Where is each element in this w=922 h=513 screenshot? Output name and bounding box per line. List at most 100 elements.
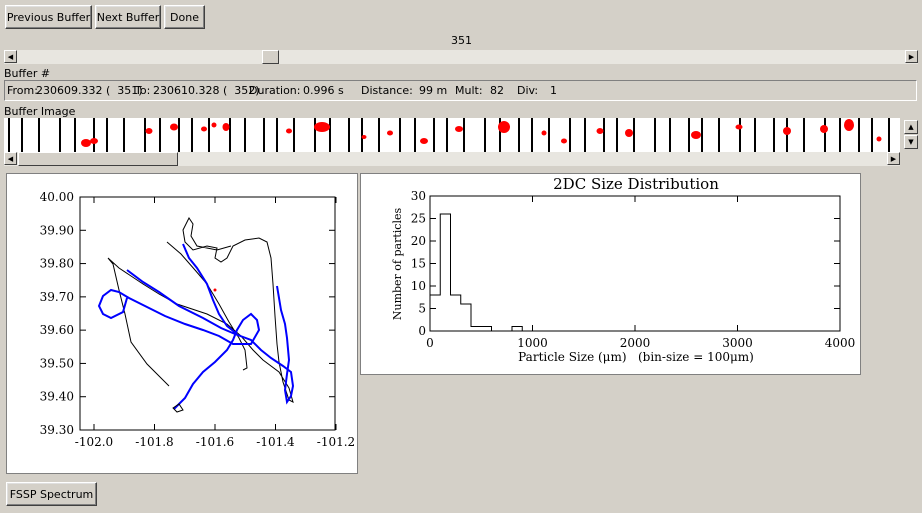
particle-image (387, 130, 393, 136)
track-x-tick-label: -101.2 (317, 435, 355, 449)
buffer-frame-separator (839, 118, 841, 152)
chart-title: 2DC Size Distribution (553, 175, 719, 193)
buffer-frame-separator (518, 118, 520, 152)
buffer-frame-separator (858, 118, 860, 152)
buffer-frame-separator (59, 118, 61, 152)
track-y-tick-label: 40.00 (40, 190, 74, 204)
buffer-frame-separator (123, 118, 125, 152)
scroll-down-arrow-icon[interactable]: ▼ (904, 135, 918, 149)
buffer-frame-separator (603, 118, 605, 152)
buffer-frame-separator (74, 118, 76, 152)
duration-label: Duration: (249, 84, 301, 97)
hist-y-tick-label: 0 (418, 324, 426, 338)
buffer-frame-separator (178, 118, 180, 152)
hscroll-thumb[interactable] (18, 152, 178, 166)
buffer-frame-separator (244, 118, 246, 152)
buffer-frame-separator (293, 118, 295, 152)
track-y-tick-label: 39.80 (40, 257, 74, 271)
buffer-slider[interactable]: ◀ ▶ (4, 50, 918, 64)
current-position-marker (213, 288, 217, 292)
hist-x-tick-label: 3000 (722, 336, 753, 350)
next-buffer-button[interactable]: Next Buffer (95, 5, 161, 29)
buffer-frame-separator (633, 118, 635, 152)
fssp-spectrum-button[interactable]: FSSP Spectrum (6, 482, 97, 506)
buffer-frame-separator (569, 118, 571, 152)
buffer-frame-separator (144, 118, 146, 152)
buffer-frame-separator (463, 118, 465, 152)
div-value: 1 (550, 84, 557, 97)
particle-image (455, 126, 463, 132)
track-y-tick-label: 39.50 (40, 356, 74, 370)
flight-track-highlight-path (97, 243, 295, 410)
buffer-frame-separator (93, 118, 95, 152)
histogram-step (430, 213, 533, 332)
buffer-frame-separator (616, 118, 618, 152)
buffer-frame-separator (8, 118, 10, 152)
particle-image (286, 128, 292, 134)
buffer-frame-separator (208, 118, 210, 152)
particle-image (844, 119, 854, 131)
hist-y-tick-label: 5 (418, 302, 426, 316)
hist-y-tick-label: 15 (411, 257, 426, 271)
hscroll-left-arrow-icon[interactable]: ◀ (4, 152, 17, 165)
buffer-frame-separator (548, 118, 550, 152)
track-y-tick-label: 39.90 (40, 223, 74, 237)
track-y-tick-label: 39.60 (40, 323, 74, 337)
hscroll-right-arrow-icon[interactable]: ▶ (887, 152, 900, 165)
buffer-image-background (4, 118, 900, 152)
buffer-frame-separator (824, 118, 826, 152)
buffer-image-vscroll[interactable]: ▲ ▼ (903, 120, 918, 151)
buffer-frame-separator (314, 118, 316, 152)
hist-plot-frame (429, 195, 841, 332)
buffer-image-strip (4, 118, 900, 152)
particle-image (145, 128, 153, 134)
particle-image (420, 138, 428, 144)
buffer-frame-separator (531, 118, 533, 152)
track-x-tick-label: -101.6 (196, 435, 234, 449)
buffer-frame-separator (378, 118, 380, 152)
buffer-image-hscroll[interactable]: ◀ ▶ (4, 152, 900, 166)
particle-image (876, 136, 882, 142)
from-label: From: (7, 84, 38, 97)
buffer-frame-separator (584, 118, 586, 152)
size-distribution-plot: 2DC Size Distribution Number of particle… (360, 173, 861, 375)
chart-y-axis-label: Number of particles (391, 208, 404, 321)
particle-image (735, 124, 743, 130)
hist-x-tick-label: 2000 (620, 336, 651, 350)
slider-thumb[interactable] (262, 50, 279, 64)
particle-image (625, 129, 633, 137)
done-button[interactable]: Done (164, 5, 205, 29)
buffer-frame-separator (229, 118, 231, 152)
particle-image (820, 125, 828, 133)
distance-label: Distance: (361, 84, 413, 97)
div-label: Div: (517, 84, 539, 97)
slider-left-arrow-icon[interactable]: ◀ (4, 50, 17, 63)
buffer-frame-separator (739, 118, 741, 152)
particle-image (561, 138, 567, 144)
buffer-frame-separator (803, 118, 805, 152)
buffer-frame-separator (159, 118, 161, 152)
buffer-image-canvas (4, 118, 900, 152)
chart-x-axis-label: Particle Size (μm) (bin-size = 100μm) (518, 350, 754, 364)
hist-y-tick-label: 30 (411, 189, 426, 203)
from-value: 230609.332 ( 351) (36, 84, 143, 97)
buffer-frame-separator (276, 118, 278, 152)
track-y-tick-label: 39.30 (40, 423, 74, 437)
buffer-number-label: Buffer # (4, 67, 51, 80)
particle-image (81, 139, 91, 147)
buffer-frame-separator (871, 118, 873, 152)
to-label: To: (135, 84, 151, 97)
scroll-up-arrow-icon[interactable]: ▲ (904, 120, 918, 134)
buffer-frame-separator (446, 118, 448, 152)
buffer-frame-separator (701, 118, 703, 152)
buffer-frame-separator (348, 118, 350, 152)
particle-image (201, 126, 207, 132)
previous-buffer-button[interactable]: Previous Buffer (5, 5, 92, 29)
buffer-frame-separator (191, 118, 193, 152)
particle-image (498, 121, 510, 133)
hist-x-tick-label: 0 (426, 336, 434, 350)
slider-right-arrow-icon[interactable]: ▶ (905, 50, 918, 63)
particle-image (541, 130, 547, 136)
particle-image (90, 138, 98, 144)
distance-value: 99 m (419, 84, 448, 97)
